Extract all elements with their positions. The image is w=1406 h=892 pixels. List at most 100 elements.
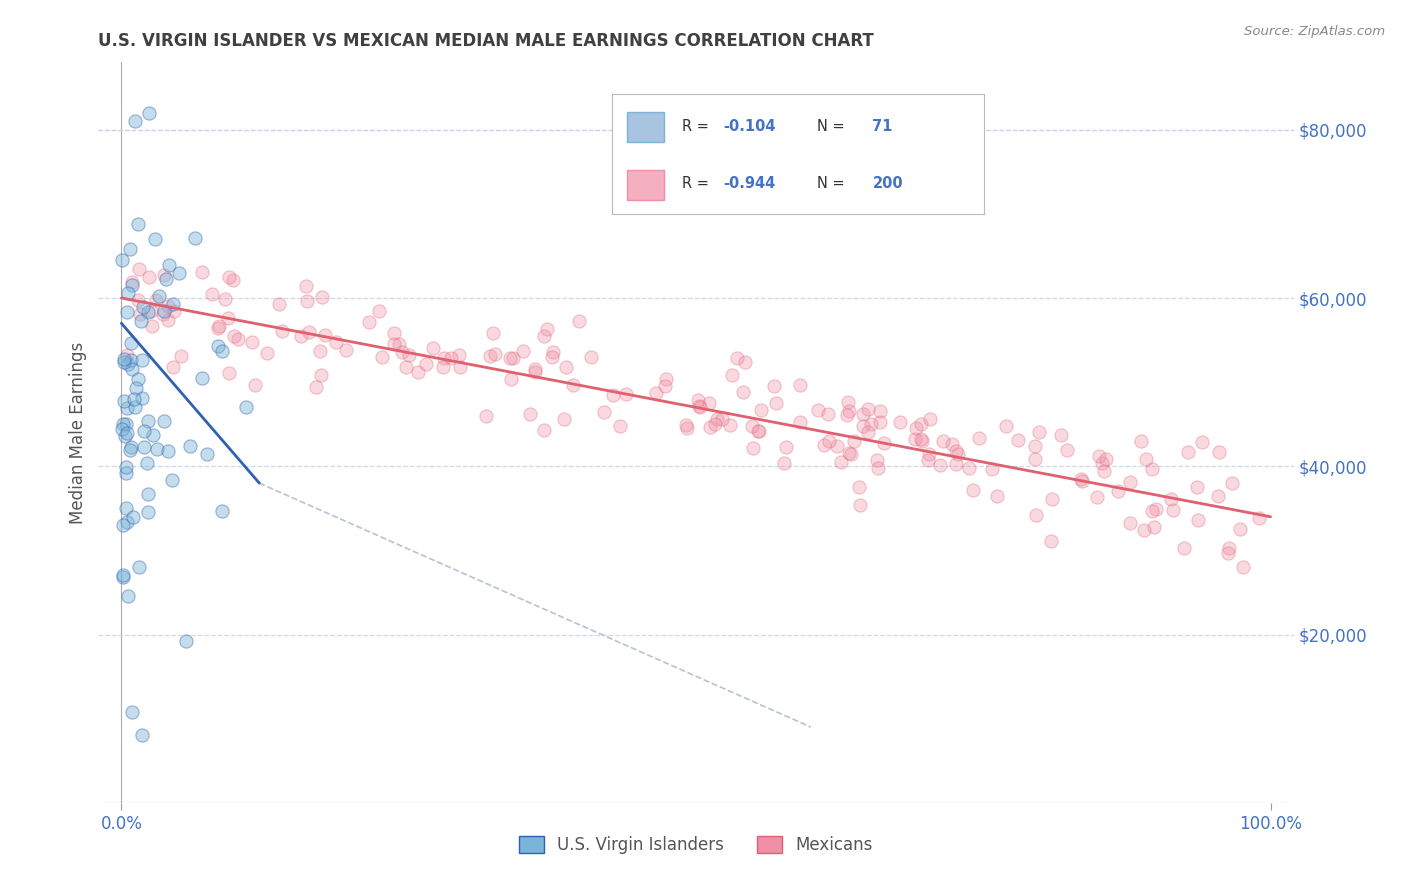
Point (967, 431, 990, 445)
Point (222, 272, 245, 286)
Point (1040, 492, 1063, 507)
Point (948, 447, 970, 461)
Point (918, 412, 941, 426)
Point (131, 352, 153, 367)
Point (121, 706, 143, 720)
Point (554, 359, 576, 374)
Point (243, 377, 266, 392)
Point (536, 322, 558, 336)
Point (904, 433, 927, 447)
Point (114, 428, 136, 442)
Point (838, 446, 860, 460)
Legend: U.S. Virgin Islanders, Mexicans: U.S. Virgin Islanders, Mexicans (512, 830, 880, 861)
Point (1229, 522, 1251, 536)
Point (1040, 534, 1063, 549)
Point (499, 351, 522, 365)
Point (541, 350, 564, 364)
Point (200, 286, 222, 301)
Point (142, 428, 165, 442)
Point (856, 402, 879, 417)
Point (1007, 433, 1029, 447)
Point (688, 399, 710, 413)
Point (1133, 523, 1156, 537)
Point (1070, 472, 1092, 486)
Point (1249, 511, 1271, 525)
Point (121, 362, 143, 376)
Point (162, 359, 184, 374)
Point (889, 416, 911, 430)
Point (311, 290, 333, 304)
Point (1161, 502, 1184, 516)
Point (1143, 520, 1166, 534)
Point (415, 357, 437, 371)
Text: U.S. VIRGIN ISLANDER VS MEXICAN MEDIAN MALE EARNINGS CORRELATION CHART: U.S. VIRGIN ISLANDER VS MEXICAN MEDIAN M… (98, 32, 875, 50)
Point (115, 417, 138, 431)
Point (295, 293, 318, 308)
Point (160, 473, 183, 487)
Point (1177, 445, 1199, 459)
Point (440, 351, 463, 365)
Point (217, 311, 239, 326)
Point (848, 480, 870, 494)
Point (128, 560, 150, 574)
Point (852, 407, 875, 421)
Point (1191, 435, 1213, 450)
Point (1118, 475, 1140, 489)
Point (314, 328, 336, 343)
Point (962, 483, 984, 497)
Point (481, 326, 503, 340)
Text: N =: N = (817, 176, 844, 191)
Point (813, 437, 835, 451)
Point (869, 404, 891, 418)
Point (207, 338, 229, 352)
Point (138, 269, 160, 284)
Point (859, 417, 882, 431)
Point (271, 324, 294, 338)
Point (1142, 504, 1164, 518)
Point (152, 307, 174, 321)
Point (1208, 444, 1230, 458)
Point (748, 425, 770, 439)
Point (207, 321, 229, 335)
Point (298, 325, 321, 339)
Point (115, 401, 138, 416)
Point (218, 367, 240, 381)
Point (131, 391, 153, 405)
Point (134, 440, 156, 454)
Point (1135, 451, 1157, 466)
Point (655, 372, 678, 386)
Point (945, 444, 967, 458)
Point (734, 354, 756, 368)
Point (124, 114, 146, 128)
Point (155, 272, 177, 286)
Point (502, 351, 524, 365)
Point (741, 441, 763, 455)
Point (129, 307, 152, 321)
Point (842, 434, 865, 449)
Point (524, 365, 547, 379)
Point (686, 392, 709, 407)
Point (1094, 464, 1116, 478)
Point (910, 433, 932, 447)
Point (139, 304, 162, 318)
Point (1028, 425, 1050, 439)
Point (1056, 443, 1078, 458)
Point (115, 304, 138, 318)
Point (533, 423, 555, 437)
Point (115, 348, 138, 362)
Point (474, 409, 496, 423)
Point (609, 419, 631, 434)
Point (825, 439, 848, 453)
Point (120, 440, 142, 454)
Point (111, 568, 134, 582)
Point (703, 417, 725, 431)
Point (432, 360, 454, 375)
Point (706, 412, 728, 426)
Point (447, 348, 470, 362)
Point (654, 379, 676, 393)
Point (141, 318, 163, 333)
Point (917, 447, 939, 461)
Point (775, 440, 797, 454)
Point (145, 293, 167, 307)
Point (136, 457, 159, 471)
